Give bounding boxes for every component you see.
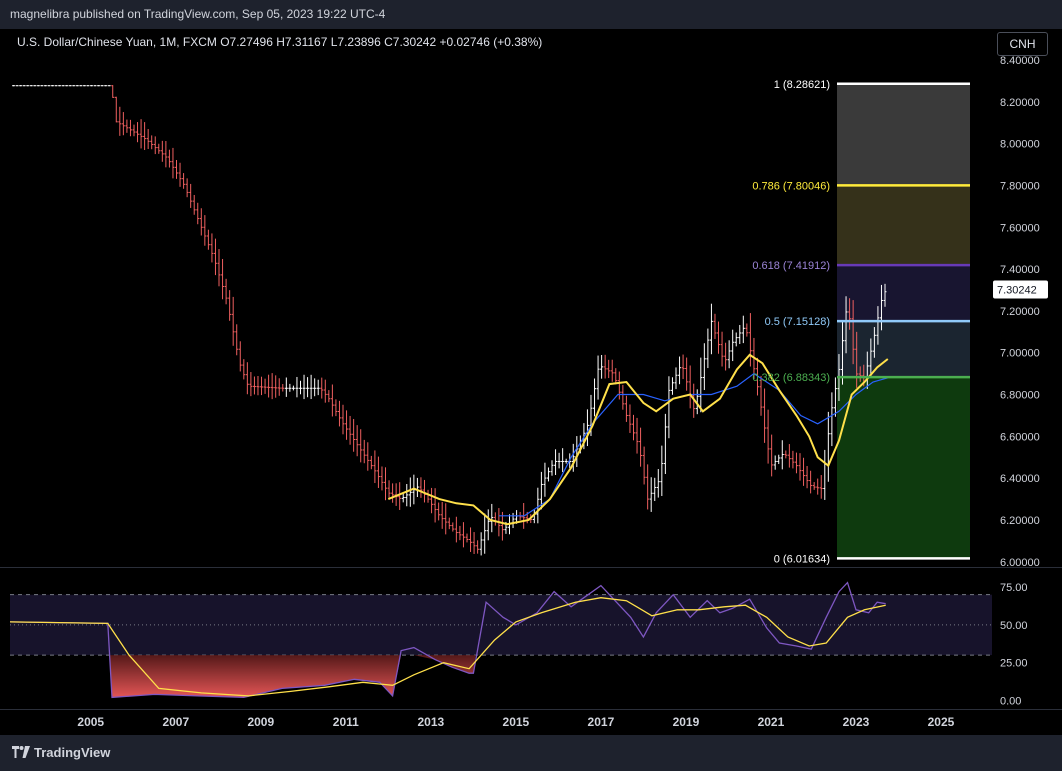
rsi-ma-line: [9, 597, 886, 697]
fib-zone: [837, 265, 970, 322]
time-tick-label: 2021: [758, 715, 785, 729]
rsi-band: [10, 594, 992, 656]
fib-zone: [837, 321, 970, 378]
last-price-badge: [993, 280, 1048, 299]
sma-fast-line: [387, 353, 889, 526]
price-tick-label: 6.20000: [1000, 515, 1040, 527]
price-tick-label: 6.00000: [1000, 557, 1040, 569]
moving-averages: [387, 353, 889, 526]
fib-zone: [837, 185, 970, 266]
price-tick-label: 8.20000: [1000, 97, 1040, 109]
fib-zone: [837, 83, 970, 186]
publisher-info: magnelibra published on TradingView.com,…: [10, 7, 386, 21]
fibonacci-zones: [837, 83, 970, 559]
price-tick-label: 7.60000: [1000, 222, 1040, 234]
rsi-tick-label: 50.00: [1000, 620, 1028, 632]
time-tick-label: 2005: [77, 715, 104, 729]
chart-area[interactable]: 1 (8.28621) 0.786 (7.80046) 0.618 (7.41912…: [0, 0, 1062, 735]
fibonacci-levels: 1 (8.28621) 0.786 (7.80046) 0.618 (7.41912…: [752, 79, 970, 565]
time-tick-label: 2023: [843, 715, 870, 729]
time-tick-label: 2015: [503, 715, 530, 729]
tradingview-logo[interactable]: TradingView: [12, 745, 110, 760]
time-tick-label: 2007: [162, 715, 189, 729]
price-tick-label: 7.80000: [1000, 180, 1040, 192]
bottom-bar: [0, 735, 1062, 771]
price-tick-label: 7.40000: [1000, 264, 1040, 276]
rsi-line: [9, 581, 886, 699]
time-tick-label: 2025: [928, 715, 955, 729]
rsi-tick-label: 75.00: [1000, 582, 1028, 594]
symbol-legend[interactable]: U.S. Dollar/Chinese Yuan, 1M, FXCM O7.27…: [17, 35, 543, 49]
time-tick-label: 2009: [247, 715, 274, 729]
time-tick-label: 2017: [588, 715, 615, 729]
price-tick-label: 8.00000: [1000, 139, 1040, 151]
fib-level-label: 0.786 (7.80046): [752, 180, 830, 192]
last-price-label: 7.30242: [997, 284, 1037, 296]
time-axis: 2005 2007 2009 2011 2013 2015 2017 2019 2021 2023…: [0, 709, 1062, 729]
rsi-tick-label: 0.00: [1000, 695, 1021, 707]
tradingview-logo-text: TradingView: [34, 745, 111, 760]
time-tick-label: 2019: [673, 715, 700, 729]
price-tick-label: 7.20000: [1000, 306, 1040, 318]
fib-level-label: 1 (8.28621): [774, 79, 830, 91]
time-tick-label: 2013: [418, 715, 445, 729]
fib-level-label: 0.382 (6.88343): [752, 372, 830, 384]
currency-button[interactable]: CNH: [997, 32, 1048, 56]
price-tick-label: 6.60000: [1000, 431, 1040, 443]
fib-zone: [837, 377, 970, 559]
rsi-oversold-fill: [109, 655, 476, 698]
price-tick-label: 6.40000: [1000, 473, 1040, 485]
price-candles: [12, 85, 887, 556]
fib-level-label: 0.618 (7.41912): [752, 260, 830, 272]
rsi-tick-label: 25.00: [1000, 658, 1028, 670]
top-bar: [0, 0, 1062, 29]
price-tick-label: 6.80000: [1000, 390, 1040, 402]
tradingview-logo-icon: [12, 746, 30, 758]
price-tick-label: 7.00000: [1000, 348, 1040, 360]
time-tick-label: 2011: [333, 715, 359, 729]
rsi-pane: 75.00 50.00 25.00 0.00: [0, 567, 1062, 707]
price-tick-label: 8.40000: [1000, 55, 1040, 67]
fib-level-label: 0 (6.01634): [774, 553, 830, 565]
price-axis: 8.40000 8.20000 8.00000 7.80000 7.60000 7.400…: [993, 55, 1048, 569]
sma-slow-line: [498, 372, 888, 517]
fib-level-label: 0.5 (7.15128): [765, 316, 830, 328]
